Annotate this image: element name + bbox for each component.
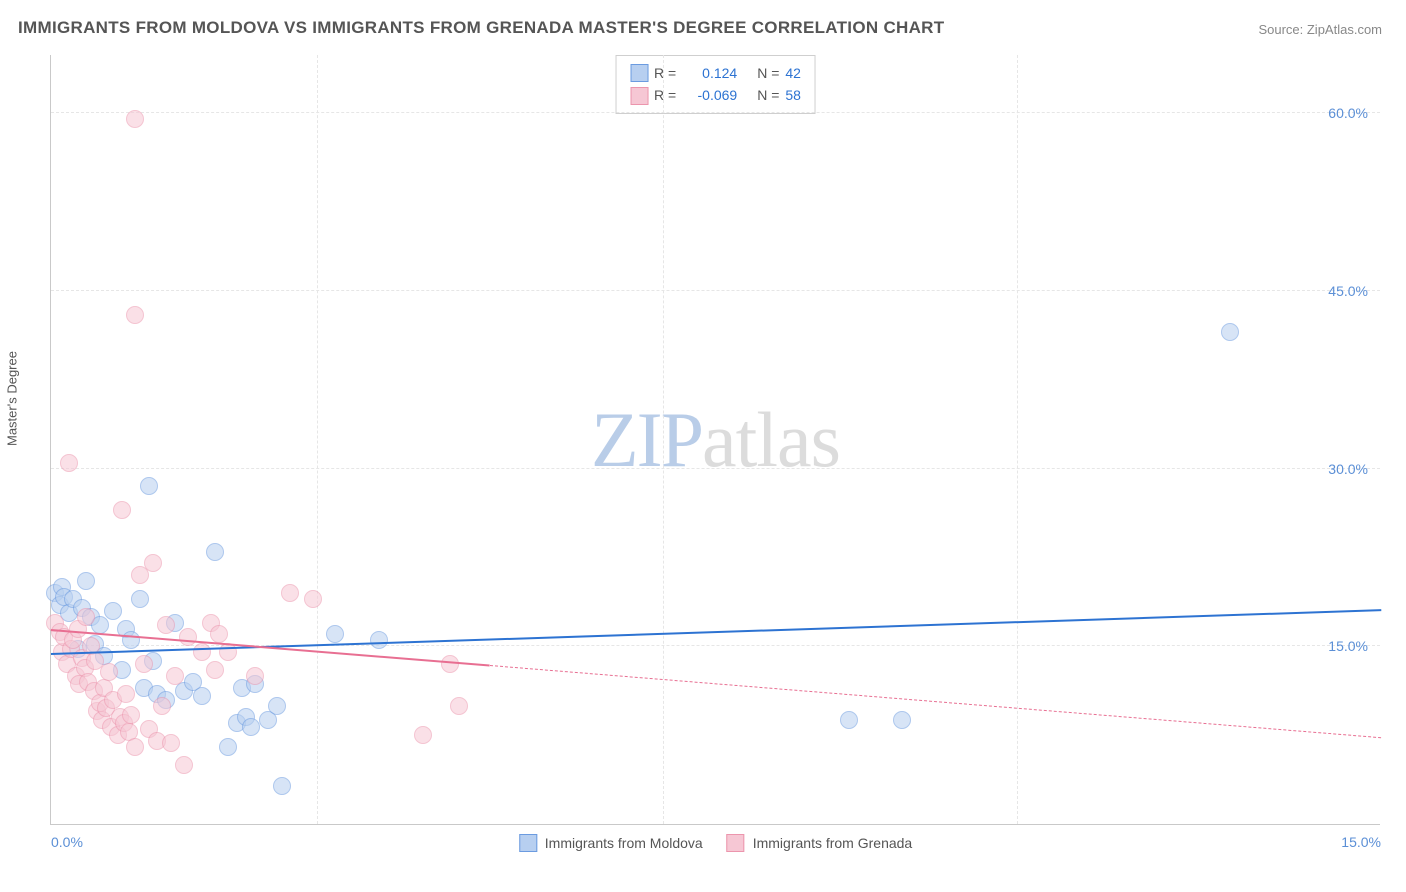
data-point: [144, 554, 162, 572]
gridline: [51, 112, 1380, 113]
y-tick-label: 45.0%: [1328, 283, 1368, 299]
data-point: [273, 777, 291, 795]
data-point: [441, 655, 459, 673]
data-point: [104, 602, 122, 620]
correlation-chart: IMMIGRANTS FROM MOLDOVA VS IMMIGRANTS FR…: [0, 0, 1406, 892]
n-value-0: 42: [785, 62, 801, 84]
stats-legend-row-grenada: R = -0.069 N = 58: [630, 84, 801, 106]
r-label-1: R =: [654, 84, 676, 106]
swatch-grenada-b: [727, 834, 745, 852]
y-tick-label: 60.0%: [1328, 105, 1368, 121]
n-label-0: N =: [757, 62, 779, 84]
chart-title: IMMIGRANTS FROM MOLDOVA VS IMMIGRANTS FR…: [18, 18, 944, 38]
r-value-0: 0.124: [682, 62, 737, 84]
data-point: [1221, 323, 1239, 341]
data-point: [450, 697, 468, 715]
data-point: [179, 628, 197, 646]
source-label: Source: ZipAtlas.com: [1258, 22, 1382, 37]
data-point: [326, 625, 344, 643]
data-point: [166, 667, 184, 685]
data-point: [126, 738, 144, 756]
y-axis-label: Master's Degree: [5, 351, 20, 446]
data-point: [126, 110, 144, 128]
data-point: [242, 718, 260, 736]
trend-line: [51, 629, 490, 667]
gridline: [51, 290, 1380, 291]
n-label-1: N =: [757, 84, 779, 106]
data-point: [140, 477, 158, 495]
watermark-zip: ZIP: [591, 396, 702, 483]
data-point: [162, 734, 180, 752]
data-point: [117, 685, 135, 703]
series-name-0: Immigrants from Moldova: [545, 835, 703, 851]
stats-legend: R = 0.124 N = 42 R = -0.069 N = 58: [615, 55, 816, 114]
y-tick-label: 15.0%: [1328, 638, 1368, 654]
data-point: [175, 756, 193, 774]
data-point: [281, 584, 299, 602]
y-tick-label: 30.0%: [1328, 461, 1368, 477]
series-legend: Immigrants from Moldova Immigrants from …: [519, 834, 912, 852]
data-point: [60, 454, 78, 472]
series-legend-grenada: Immigrants from Grenada: [727, 834, 913, 852]
data-point: [100, 663, 118, 681]
swatch-moldova-b: [519, 834, 537, 852]
data-point: [157, 616, 175, 634]
data-point: [246, 667, 264, 685]
swatch-grenada: [630, 87, 648, 105]
stats-legend-row-moldova: R = 0.124 N = 42: [630, 62, 801, 84]
data-point: [219, 738, 237, 756]
data-point: [126, 306, 144, 324]
data-point: [193, 643, 211, 661]
data-point: [153, 697, 171, 715]
data-point: [210, 625, 228, 643]
data-point: [135, 655, 153, 673]
data-point: [268, 697, 286, 715]
x-tick-label: 0.0%: [51, 834, 83, 850]
data-point: [840, 711, 858, 729]
n-value-1: 58: [785, 84, 801, 106]
data-point: [113, 501, 131, 519]
r-label-0: R =: [654, 62, 676, 84]
data-point: [206, 543, 224, 561]
watermark-atlas: atlas: [702, 396, 840, 483]
data-point: [304, 590, 322, 608]
series-legend-moldova: Immigrants from Moldova: [519, 834, 703, 852]
series-name-1: Immigrants from Grenada: [753, 835, 913, 851]
gridline: [51, 468, 1380, 469]
data-point: [77, 572, 95, 590]
data-point: [370, 631, 388, 649]
watermark: ZIPatlas: [591, 395, 840, 485]
data-point: [131, 590, 149, 608]
r-value-1: -0.069: [682, 84, 737, 106]
swatch-moldova: [630, 64, 648, 82]
vgridline: [663, 55, 664, 824]
vgridline: [317, 55, 318, 824]
data-point: [206, 661, 224, 679]
data-point: [77, 608, 95, 626]
data-point: [414, 726, 432, 744]
data-point: [193, 687, 211, 705]
trend-line: [51, 609, 1381, 655]
data-point: [122, 706, 140, 724]
plot-area: ZIPatlas R = 0.124 N = 42 R = -0.069 N =…: [50, 55, 1380, 825]
x-tick-label: 15.0%: [1341, 834, 1381, 850]
data-point: [893, 711, 911, 729]
trend-line: [490, 665, 1381, 738]
